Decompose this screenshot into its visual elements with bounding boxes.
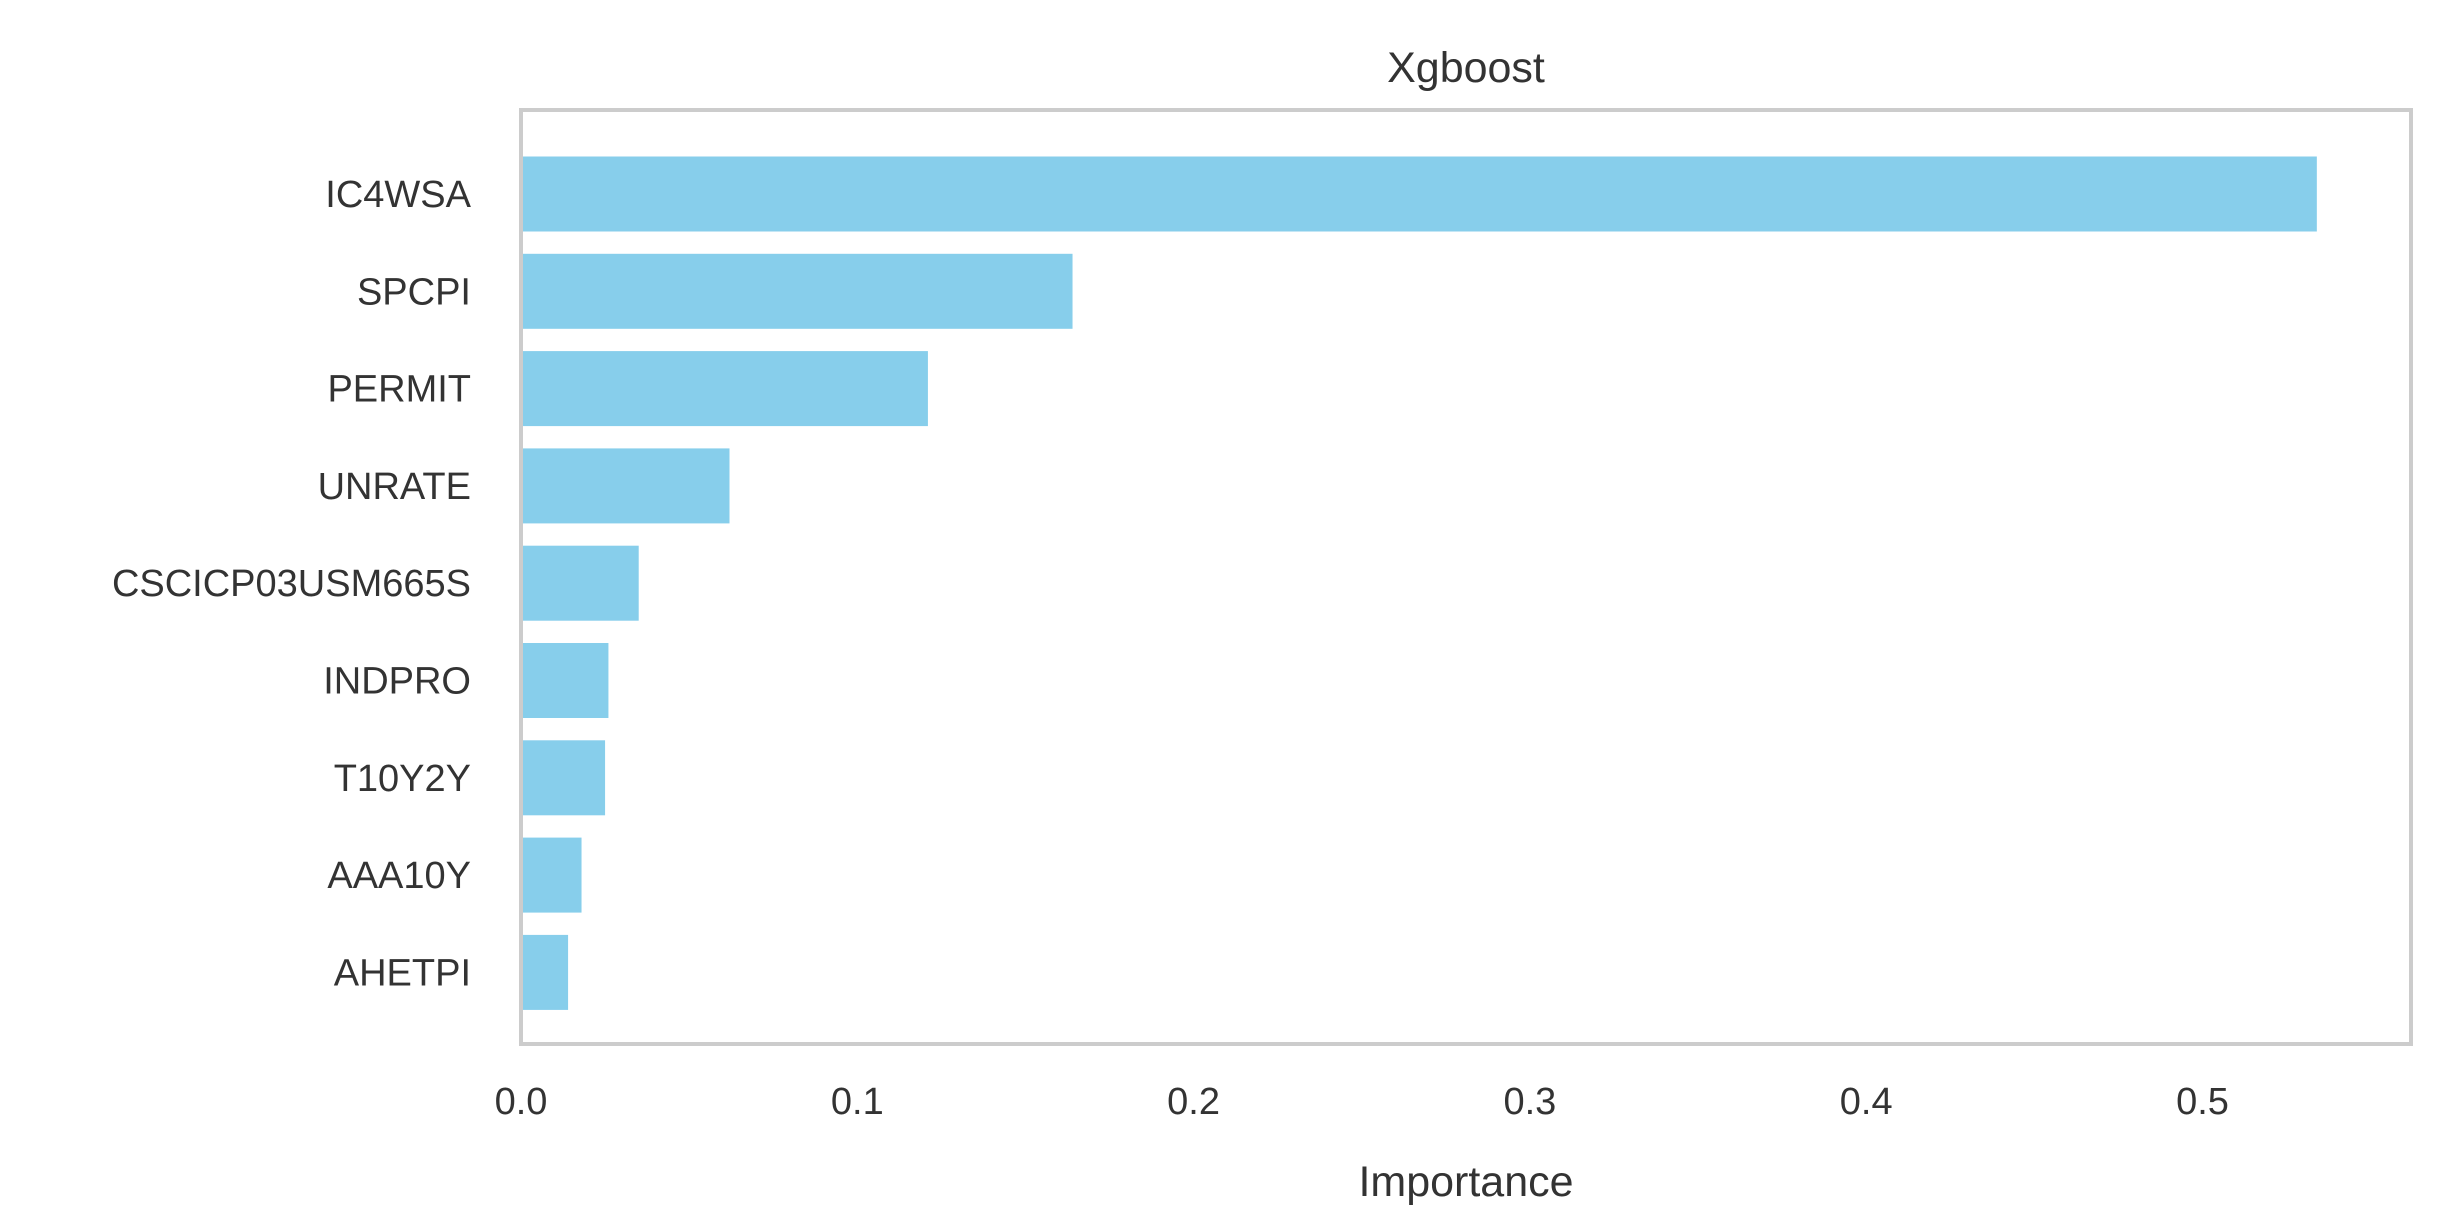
- bar-aaa10y: [521, 837, 582, 913]
- bar-indpro: [521, 643, 609, 718]
- y-tick-label: UNRATE: [318, 466, 471, 508]
- chart-title: Xgboost: [1387, 44, 1545, 92]
- x-tick-label: 0.4: [1840, 1081, 1893, 1123]
- y-tick-label: PERMIT: [327, 369, 471, 411]
- x-tick-label: 0.3: [1503, 1081, 1556, 1123]
- bar-permit: [521, 351, 928, 427]
- y-tick-label: IC4WSA: [325, 174, 471, 216]
- x-tick-label: 0.0: [495, 1081, 548, 1123]
- plot-frame: [519, 108, 2413, 1046]
- y-tick-label: SPCPI: [357, 271, 471, 313]
- bar-spcpi: [521, 253, 1073, 329]
- x-tick-label: 0.1: [831, 1081, 884, 1123]
- y-tick-label: CSCICP03USM665S: [112, 563, 471, 605]
- x-tick-label: 0.2: [1167, 1081, 1220, 1123]
- y-tick-labels: IC4WSA SPCPI PERMIT UNRATE CSCICP03USM665S IN…: [112, 174, 472, 994]
- y-tick-label: AHETPI: [334, 952, 471, 994]
- bar-t10y2y: [521, 740, 606, 816]
- y-tick-label: INDPRO: [323, 661, 471, 703]
- bar-unrate: [521, 448, 730, 524]
- bar-ahetpi: [521, 934, 569, 1010]
- bar-ic4wsa: [521, 156, 2317, 232]
- x-axis-label: Importance: [1358, 1158, 1573, 1206]
- bar-cscicp03usm665s: [521, 545, 639, 621]
- bars-layer: [521, 156, 2317, 1010]
- y-tick-label: AAA10Y: [327, 855, 471, 897]
- y-tick-label: T10Y2Y: [334, 758, 471, 800]
- x-tick-labels: 0.0 0.1 0.2 0.3 0.4 0.5: [495, 1081, 2229, 1123]
- x-tick-label: 0.5: [2176, 1081, 2229, 1123]
